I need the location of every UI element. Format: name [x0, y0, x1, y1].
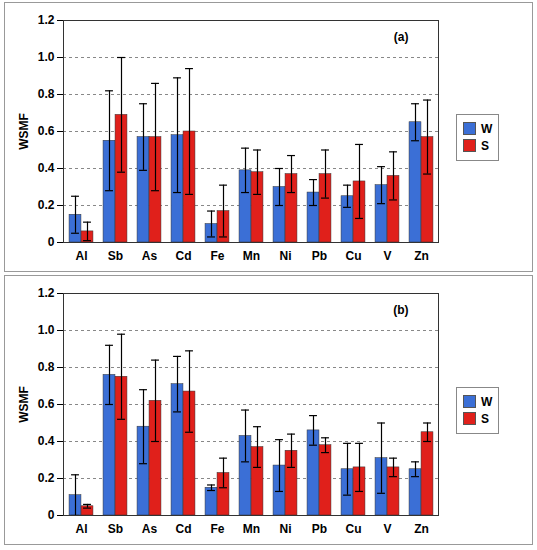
svg-text:(b): (b) [393, 303, 408, 317]
svg-text:V: V [383, 249, 391, 263]
svg-text:1.0: 1.0 [38, 50, 55, 64]
svg-text:0.2: 0.2 [38, 471, 55, 485]
svg-text:0: 0 [48, 508, 55, 522]
svg-text:Ni: Ni [280, 522, 292, 536]
svg-text:0.8: 0.8 [38, 360, 55, 374]
svg-text:Cu: Cu [346, 522, 362, 536]
svg-text:Sb: Sb [108, 522, 123, 536]
svg-text:Mn: Mn [243, 522, 260, 536]
svg-text:Fe: Fe [210, 249, 224, 263]
svg-text:Zn: Zn [414, 249, 429, 263]
svg-text:0.6: 0.6 [38, 124, 55, 138]
svg-text:Fe: Fe [210, 522, 224, 536]
svg-text:Sb: Sb [108, 249, 123, 263]
svg-text:Ni: Ni [280, 249, 292, 263]
svg-text:1.2: 1.2 [38, 13, 55, 27]
svg-text:WSMF: WSMF [17, 113, 31, 150]
svg-text:0.2: 0.2 [38, 198, 55, 212]
svg-text:(a): (a) [394, 30, 409, 44]
html-text:S: S [481, 411, 489, 426]
svg-text:Al: Al [76, 522, 88, 536]
svg-text:Zn: Zn [414, 522, 429, 536]
svg-text:As: As [142, 249, 158, 263]
svg-text:Pb: Pb [312, 522, 327, 536]
svg-text:0.6: 0.6 [38, 397, 55, 411]
html-text:W: W [481, 121, 493, 136]
svg-text:V: V [383, 522, 391, 536]
svg-text:Cd: Cd [176, 522, 192, 536]
svg-text:Pb: Pb [312, 249, 327, 263]
svg-text:As: As [142, 522, 158, 536]
svg-text:1.0: 1.0 [38, 323, 55, 337]
html-text:W: W [481, 394, 493, 409]
svg-text:1.2: 1.2 [38, 286, 55, 300]
svg-text:Al: Al [76, 249, 88, 263]
svg-text:Cu: Cu [346, 249, 362, 263]
svg-text:0.4: 0.4 [38, 434, 55, 448]
svg-text:WSMF: WSMF [17, 386, 31, 423]
svg-text:Cd: Cd [176, 249, 192, 263]
svg-text:0.8: 0.8 [38, 87, 55, 101]
svg-text:0.4: 0.4 [38, 161, 55, 175]
html-text:S: S [481, 138, 489, 153]
svg-text:0: 0 [48, 235, 55, 249]
svg-text:Mn: Mn [243, 249, 260, 263]
